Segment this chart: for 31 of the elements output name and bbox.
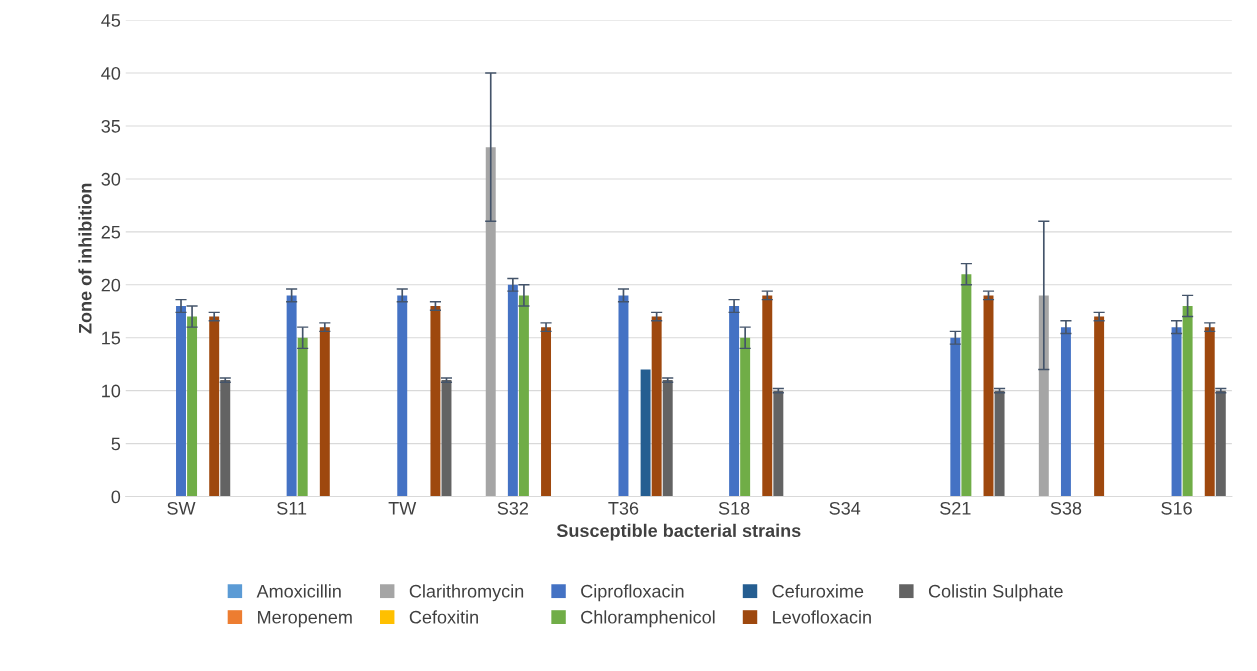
x-tick-label: S34	[829, 501, 861, 515]
legend-label: Colistin Sulphate	[928, 584, 1063, 602]
y-tick-label: 10	[102, 384, 121, 398]
legend-label: Chloramphenicol	[581, 610, 715, 628]
x-tick-label: TW	[388, 502, 417, 515]
y-tick-label: 5	[111, 437, 121, 451]
legend-label: Meropenem	[258, 610, 352, 628]
y-tick-label: 45	[101, 14, 121, 27]
legend-label: Cefoxitin	[409, 610, 478, 624]
x-tick-label: T36	[608, 501, 639, 515]
x-tick-label: S32	[497, 501, 529, 515]
legend-label: Clarithromycin	[409, 584, 524, 602]
y-tick-label: 20	[101, 278, 121, 292]
x-tick-label: S11	[277, 501, 307, 515]
x-tick-label: SW	[167, 501, 196, 515]
y-tick-label: 40	[101, 67, 121, 80]
legend-label: Ciprofloxacin	[581, 584, 684, 602]
x-tick-label: S18	[718, 501, 750, 515]
legend-label: Levofloxacin	[773, 610, 871, 624]
y-axis-title: Zone of inhibition	[78, 183, 92, 334]
y-tick-label: 15	[102, 331, 121, 345]
legend-label: Amoxicillin	[256, 584, 341, 598]
y-tick-label: 30	[101, 172, 121, 186]
legend-label: Cefuroxime	[772, 584, 864, 598]
y-tick-label: 25	[101, 225, 121, 239]
x-tick-label: S16	[1161, 501, 1192, 515]
y-tick-label: 0	[111, 490, 121, 504]
x-tick-label: S38	[1050, 501, 1082, 515]
x-axis-title: Susceptible bacterial strains	[556, 523, 801, 541]
x-tick-label: S21	[940, 501, 971, 515]
y-tick-label: 35	[101, 119, 121, 133]
